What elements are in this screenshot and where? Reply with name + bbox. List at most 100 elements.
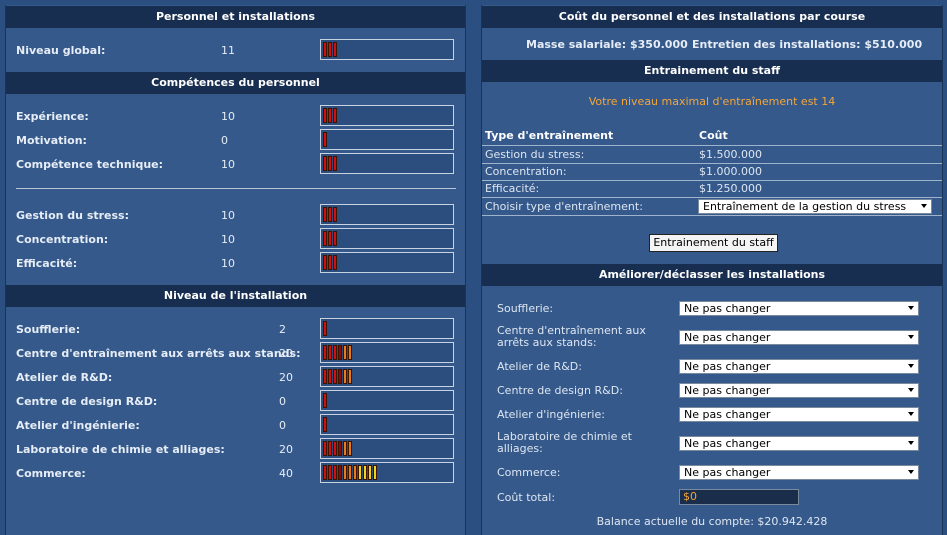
skill-value-stress: 10 xyxy=(221,209,235,222)
level-bar-segment xyxy=(323,132,327,147)
upgrade-label-rd-workshop: Atelier de R&D: xyxy=(497,360,582,373)
chevron-down-icon xyxy=(908,441,914,445)
level-bar-segment xyxy=(338,465,342,480)
skill-bar-efficiency xyxy=(320,252,454,273)
skill-bar-technical xyxy=(320,153,454,174)
skill-label-stress: Gestion du stress: xyxy=(16,209,130,222)
chevron-down-icon xyxy=(908,470,914,474)
level-bar-segment xyxy=(333,441,337,456)
upgrade-header: Améliorer/déclasser les installations xyxy=(482,264,942,286)
choose-training-label: Choisir type d'entraînement: xyxy=(485,200,643,213)
upgrade-select-value: Ne pas changer xyxy=(684,302,771,315)
training-type-select-value: Entraînement de la gestion du stress xyxy=(703,200,907,213)
level-bar-segment xyxy=(348,441,352,456)
level-bar-segment xyxy=(333,156,337,171)
chevron-down-icon xyxy=(908,306,914,310)
training-cost-efficiency: $1.250.000 xyxy=(699,182,762,195)
table-divider xyxy=(482,145,942,146)
skill-label-experience: Expérience: xyxy=(16,110,89,123)
level-bar-segment xyxy=(323,207,327,222)
facility-value-chemistry-lab: 20 xyxy=(279,443,293,456)
facility-value-commerce: 40 xyxy=(279,467,293,480)
facility-bar-pit-training xyxy=(320,342,454,363)
training-type-stress: Gestion du stress: xyxy=(485,148,585,161)
facility-bar-rd-design xyxy=(320,390,454,411)
upgrade-label-pit-training: Centre d'entraînement aux arrêts aux sta… xyxy=(497,324,646,349)
level-bar-segment xyxy=(323,321,327,336)
upgrade-select-value: Ne pas changer xyxy=(684,360,771,373)
level-bar-segment xyxy=(323,42,327,57)
total-cost-label: Coût total: xyxy=(497,491,556,504)
upgrade-select-pit-training[interactable]: Ne pas changer xyxy=(679,330,919,345)
skill-value-motivation: 0 xyxy=(221,134,228,147)
upgrade-label-commerce: Commerce: xyxy=(497,466,561,479)
facility-bar-commerce xyxy=(320,462,454,483)
facility-label-commerce: Commerce: xyxy=(16,467,86,480)
right-panel: Coût du personnel et des installations p… xyxy=(481,5,943,535)
level-bar-segment xyxy=(323,255,327,270)
chevron-down-icon xyxy=(908,412,914,416)
train-staff-button[interactable]: Entrainement du staff xyxy=(649,234,778,252)
upgrade-select-rd-design[interactable]: Ne pas changer xyxy=(679,383,919,398)
skill-value-efficiency: 10 xyxy=(221,257,235,270)
facility-bar-engineering xyxy=(320,414,454,435)
upgrade-select-wind-tunnel[interactable]: Ne pas changer xyxy=(679,301,919,316)
facility-bar-rd-workshop xyxy=(320,366,454,387)
skill-label-technical: Compétence technique: xyxy=(16,158,164,171)
skill-value-technical: 10 xyxy=(221,158,235,171)
table-divider xyxy=(482,163,942,164)
level-bar-segment xyxy=(328,108,332,123)
upgrade-select-value: Ne pas changer xyxy=(684,437,771,450)
facility-label-engineering: Atelier d'ingénierie: xyxy=(16,419,140,432)
upgrade-select-engineering[interactable]: Ne pas changer xyxy=(679,407,919,422)
upgrade-select-chemistry-lab[interactable]: Ne pas changer xyxy=(679,436,919,451)
level-bar-segment xyxy=(323,231,327,246)
skill-label-efficiency: Efficacité: xyxy=(16,257,78,270)
chevron-down-icon xyxy=(908,335,914,339)
training-type-select[interactable]: Entraînement de la gestion du stress xyxy=(698,199,932,214)
skill-value-concentration: 10 xyxy=(221,233,235,246)
level-bar-segment xyxy=(343,441,347,456)
facility-header: Niveau de l'installation xyxy=(6,285,465,307)
training-cost-stress: $1.500.000 xyxy=(699,148,762,161)
level-bar-segment xyxy=(323,465,327,480)
upgrade-label-engineering: Atelier d'ingénierie: xyxy=(497,408,605,421)
chevron-down-icon xyxy=(908,364,914,368)
upgrade-label-chemistry-lab: Laboratoire de chimie et alliages: xyxy=(497,430,632,455)
skills-header: Compétences du personnel xyxy=(6,72,465,94)
global-value: 11 xyxy=(221,44,235,57)
upgrade-label-wind-tunnel: Soufflerie: xyxy=(497,302,554,315)
facility-bar-wind-tunnel xyxy=(320,318,454,339)
level-bar-segment xyxy=(328,345,332,360)
level-bar-segment xyxy=(328,231,332,246)
level-bar-segment xyxy=(328,255,332,270)
facility-label-rd-design: Centre de design R&D: xyxy=(16,395,158,408)
level-bar-segment xyxy=(328,156,332,171)
upgrade-select-rd-workshop[interactable]: Ne pas changer xyxy=(679,359,919,374)
skill-label-motivation: Motivation: xyxy=(16,134,87,147)
training-header: Entrainement du staff xyxy=(482,60,942,82)
level-bar-segment xyxy=(328,369,332,384)
facility-value-pit-training: 20 xyxy=(279,347,293,360)
upgrade-select-value: Ne pas changer xyxy=(684,331,771,344)
skill-bar-experience xyxy=(320,105,454,126)
level-bar-segment xyxy=(368,465,372,480)
facility-label-rd-workshop: Atelier de R&D: xyxy=(16,371,113,384)
level-bar-segment xyxy=(348,465,352,480)
training-type-column-header: Type d'entraînement xyxy=(485,129,614,142)
facility-value-rd-design: 0 xyxy=(279,395,286,408)
max-training-text: Votre niveau maximal d'entraînement est … xyxy=(588,95,836,108)
level-bar-segment xyxy=(333,108,337,123)
training-cost-column-header: Coût xyxy=(699,129,728,142)
facility-label-chemistry-lab: Laboratoire de chimie et alliages: xyxy=(16,443,225,456)
upgrade-select-commerce[interactable]: Ne pas changer xyxy=(679,465,919,480)
skill-bar-stress xyxy=(320,204,454,225)
facility-label-wind-tunnel: Soufflerie: xyxy=(16,323,81,336)
facility-value-engineering: 0 xyxy=(279,419,286,432)
level-bar-segment xyxy=(373,465,377,480)
level-bar-segment xyxy=(343,345,347,360)
skill-value-experience: 10 xyxy=(221,110,235,123)
level-bar-segment xyxy=(348,369,352,384)
facility-bar-chemistry-lab xyxy=(320,438,454,459)
level-bar-segment xyxy=(338,441,342,456)
